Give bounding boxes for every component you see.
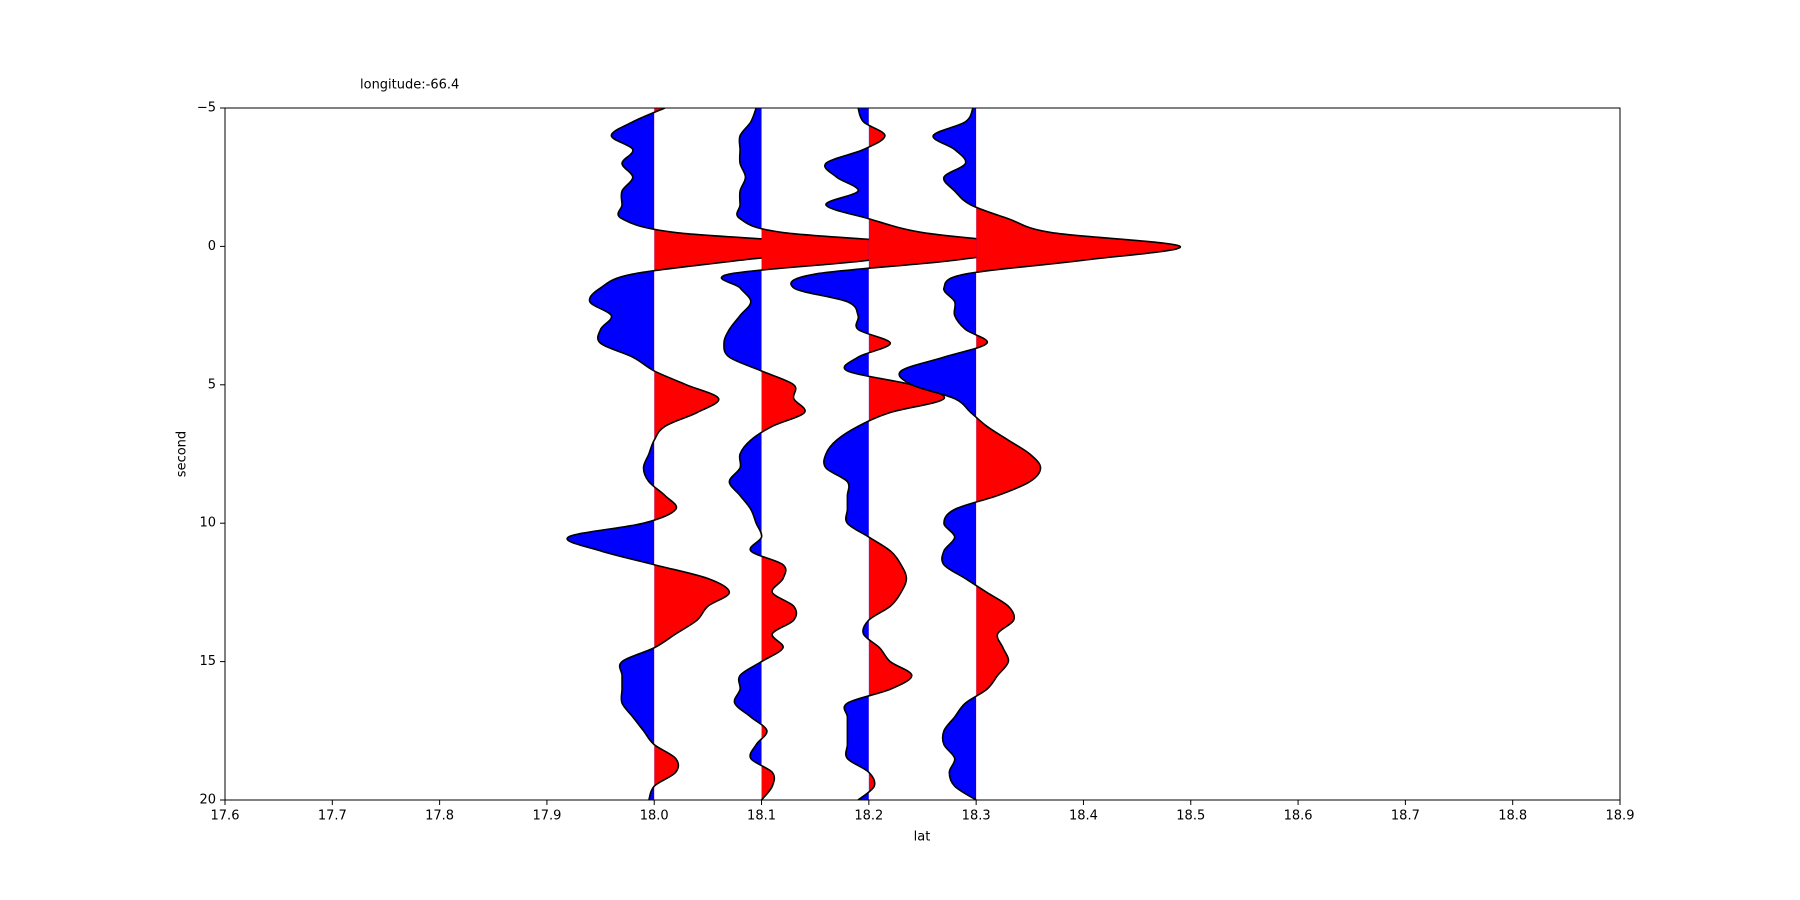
y-tick-label: 0 (208, 239, 216, 254)
negative-fill (721, 108, 762, 800)
trace-line (566, 108, 850, 800)
negative-fill (567, 112, 655, 800)
y-tick-label: −5 (197, 101, 216, 116)
x-axis-label: lat (914, 830, 931, 845)
x-tick-label: 18.3 (962, 809, 991, 824)
x-tick-label: 18.9 (1606, 809, 1635, 824)
negative-fill (791, 108, 869, 800)
x-tick-label: 18.7 (1391, 809, 1420, 824)
y-tick-label: 10 (199, 516, 216, 531)
x-tick-label: 18.6 (1284, 809, 1313, 824)
positive-fill (654, 108, 849, 800)
x-tick-label: 17.6 (211, 809, 240, 824)
x-tick-label: 18.8 (1498, 809, 1527, 824)
positive-fill (868, 125, 1030, 793)
trace-line (790, 108, 1031, 800)
traces (566, 108, 1181, 800)
x-tick-label: 17.7 (318, 809, 347, 824)
chart-title: longitude:-66.4 (360, 78, 459, 93)
positive-fill (976, 108, 1181, 800)
y-tick-label: 15 (199, 654, 216, 669)
x-tick-label: 18.5 (1176, 809, 1205, 824)
y-tick-label: 5 (208, 377, 216, 392)
x-tick-label: 18.0 (640, 809, 669, 824)
plot-frame (224, 107, 1621, 801)
x-tick-label: 17.9 (532, 809, 561, 824)
x-tick-label: 17.8 (425, 809, 454, 824)
trace-line (898, 108, 1181, 800)
x-tick-label: 18.4 (1069, 809, 1098, 824)
trace-line (720, 108, 948, 800)
y-axis-label: second (175, 431, 190, 477)
x-tick-label: 18.1 (747, 809, 776, 824)
y-tick-label: 20 (199, 793, 216, 808)
x-tick-label: 18.2 (854, 809, 883, 824)
negative-fill (899, 108, 977, 800)
